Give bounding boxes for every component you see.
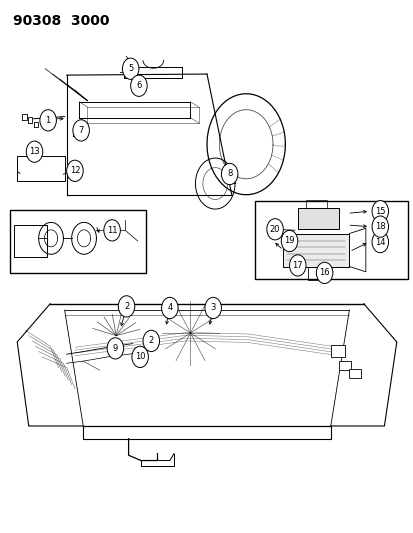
Text: 90308  3000: 90308 3000 [13,14,109,28]
Text: 17: 17 [292,261,302,270]
Text: 2: 2 [123,302,129,311]
Circle shape [132,346,148,368]
Bar [330,345,344,357]
Circle shape [289,255,305,276]
Text: 9: 9 [112,344,118,353]
Bar [255,200,407,279]
Text: 13: 13 [29,147,40,156]
Circle shape [73,120,89,141]
Text: 2: 2 [148,336,154,345]
Text: 19: 19 [284,237,294,246]
Circle shape [221,164,237,184]
Circle shape [104,220,120,241]
Text: 1: 1 [45,116,51,125]
Text: 18: 18 [374,222,385,231]
Bar [10,210,145,273]
Text: 12: 12 [69,166,80,175]
Circle shape [26,141,43,163]
Text: 16: 16 [318,269,329,277]
Text: 10: 10 [135,352,145,361]
Circle shape [371,216,388,237]
Circle shape [122,58,139,79]
Circle shape [161,297,178,319]
Circle shape [266,219,282,240]
Bar [297,208,338,229]
Circle shape [118,296,135,317]
Text: 8: 8 [226,169,232,179]
Text: 11: 11 [107,226,117,235]
Bar [349,368,360,378]
Circle shape [204,297,221,319]
Text: 3: 3 [210,303,215,312]
Circle shape [143,330,159,352]
Text: 4: 4 [167,303,172,312]
Circle shape [371,231,388,253]
Text: 5: 5 [128,64,133,73]
Bar [17,156,64,181]
Circle shape [107,338,123,359]
Text: 20: 20 [269,225,280,234]
Circle shape [66,160,83,181]
Circle shape [40,110,56,131]
Bar [338,361,351,370]
Text: 14: 14 [374,238,385,247]
Text: 6: 6 [136,81,141,90]
Circle shape [280,230,297,252]
Text: 15: 15 [374,207,385,216]
Bar [282,233,349,266]
Text: 7: 7 [78,126,84,135]
Circle shape [131,75,147,96]
Circle shape [371,200,388,222]
Circle shape [316,262,332,284]
